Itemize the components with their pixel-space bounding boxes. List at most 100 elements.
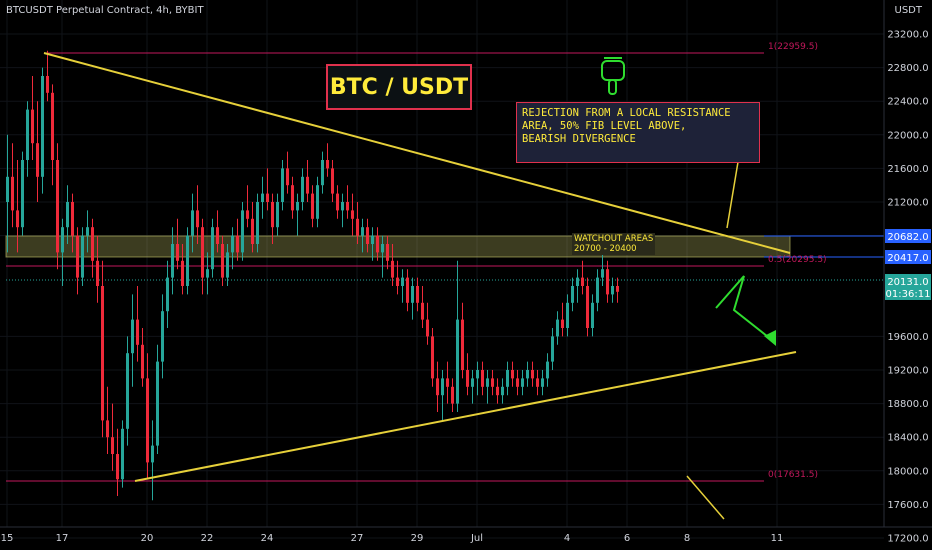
candle-body	[71, 202, 74, 236]
candle-body	[116, 454, 119, 480]
candle-body	[296, 202, 299, 211]
time-tick-label: 8	[684, 533, 690, 544]
candle-body	[161, 311, 164, 362]
candle-body	[361, 227, 364, 236]
candle-body	[201, 227, 204, 278]
last-price: 20131.0	[887, 277, 928, 288]
candle-body	[566, 302, 569, 328]
price-axis[interactable]: 23200.0 22800.0 22400.0 22000.0 21600.0 21200…	[887, 30, 928, 545]
candle-body	[496, 386, 499, 396]
candles-layer	[6, 50, 619, 501]
candle-body	[211, 227, 214, 270]
price-tick-label: 22000.0	[887, 130, 928, 141]
time-tick-label: 15	[1, 533, 14, 544]
candle-body	[526, 370, 529, 379]
candle-body	[596, 277, 599, 303]
time-tick-label: 22	[201, 533, 214, 544]
candle-body	[551, 336, 554, 362]
candle-body	[371, 235, 374, 244]
candle-body	[476, 370, 479, 379]
price-tag-1: 20682.0	[887, 232, 928, 243]
candle-body	[546, 361, 549, 379]
candle-body	[601, 269, 604, 278]
candle-body	[396, 277, 399, 286]
candle-body	[381, 244, 384, 253]
candle-body	[501, 386, 504, 396]
candle-body	[46, 76, 49, 93]
candle-body	[556, 319, 559, 337]
candle-body	[321, 160, 324, 186]
candle-body	[26, 109, 29, 160]
candle-body	[406, 277, 409, 303]
candle-body	[136, 319, 139, 345]
candle-body	[106, 420, 109, 438]
candle-body	[31, 109, 34, 144]
analysis-note-line: REJECTION FROM A LOCAL RESISTANCE	[522, 107, 731, 119]
candle-body	[206, 269, 209, 278]
candle-body	[241, 210, 244, 253]
candle-body	[101, 286, 104, 421]
candle-body	[446, 378, 449, 387]
candle-body	[441, 378, 444, 396]
price-tick-label: 21200.0	[887, 198, 928, 209]
candle-body	[516, 378, 519, 387]
price-tick-label: 17600.0	[887, 500, 928, 511]
candle-body	[491, 378, 494, 387]
candle-body	[221, 244, 224, 278]
candle-body	[11, 176, 14, 211]
candle-body	[351, 210, 354, 219]
candle-body	[481, 370, 484, 387]
price-tag-1-bg	[885, 229, 931, 243]
candle-body	[126, 353, 129, 429]
candle-body	[326, 160, 329, 169]
candle-body	[416, 286, 419, 303]
candle-body	[431, 336, 434, 379]
candle-body	[281, 168, 284, 202]
candle-body	[391, 260, 394, 278]
candle-body	[86, 227, 89, 236]
symbol-header[interactable]: BTCUSDT Perpetual Contract, 4h, BYBIT	[6, 5, 204, 16]
candle-body	[591, 302, 594, 328]
candle-body	[421, 302, 424, 320]
candle-body	[436, 378, 439, 396]
lower-trendline	[134, 351, 797, 482]
price-tick-label: 22400.0	[887, 97, 928, 108]
candle-body	[56, 160, 59, 253]
price-tick-label: 19600.0	[887, 332, 928, 343]
candle-body	[196, 210, 199, 228]
candle-body	[511, 370, 514, 379]
candle-body	[461, 319, 464, 370]
candle-body	[246, 210, 249, 219]
candle-body	[581, 277, 584, 286]
candle-body	[506, 370, 509, 387]
fib-label-bottom: 0(17631.5)	[768, 470, 818, 480]
projection-arrowhead	[764, 330, 776, 346]
candle-body	[336, 193, 339, 211]
time-tick-label: 24	[261, 533, 274, 544]
candle-body	[41, 76, 44, 177]
candle-body	[486, 378, 489, 387]
candle-body	[21, 160, 24, 228]
price-tick-label: 22800.0	[887, 63, 928, 74]
price-tag-2-bg	[885, 250, 931, 264]
candle-body	[316, 185, 319, 219]
candle-body	[356, 218, 359, 236]
candle-body	[541, 378, 544, 387]
candle-body	[606, 269, 609, 295]
candle-body	[91, 227, 94, 261]
price-tick-label: 21600.0	[887, 164, 928, 175]
candle-body	[231, 235, 234, 253]
candle-body	[256, 202, 259, 244]
candle-body	[81, 235, 84, 278]
analysis-note-line: AREA, 50% FIB LEVEL ABOVE,	[522, 120, 687, 132]
analysis-note: REJECTION FROM A LOCAL RESISTANCE AREA, …	[516, 102, 760, 163]
watchout-label-line: 20700 - 20400	[574, 244, 637, 254]
candle-body	[51, 92, 54, 160]
candle-body	[451, 386, 454, 404]
candle-body	[426, 319, 429, 337]
candle-body	[306, 176, 309, 194]
price-tick-label: 17200.0	[887, 534, 928, 545]
time-axis[interactable]: 15 17 20 22 24 27 29 Jul 4 6 8 11	[1, 533, 784, 544]
price-tick-label: 18800.0	[887, 399, 928, 410]
